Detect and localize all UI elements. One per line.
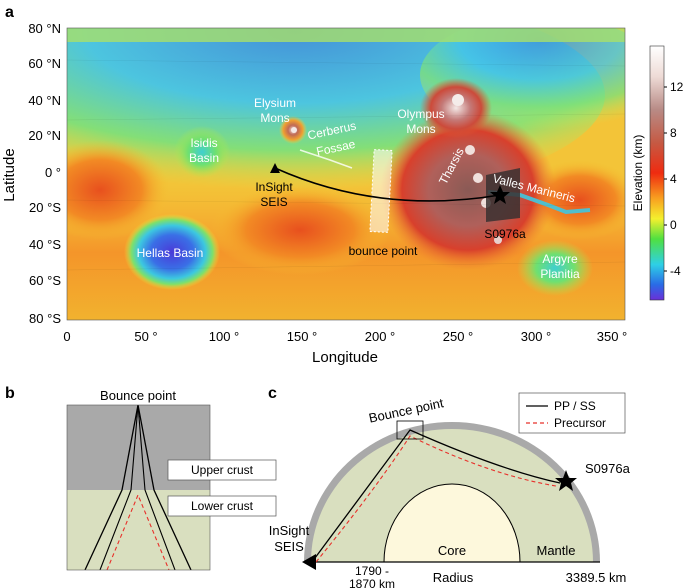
- elysium-label: Elysium: [254, 96, 296, 110]
- argyre-label: Argyre: [542, 252, 578, 266]
- colorbar-tick: 8: [670, 126, 677, 140]
- lon-tick: 250 °: [443, 329, 474, 344]
- colorbar-tick: 4: [670, 172, 677, 186]
- lat-tick: 0 °: [45, 165, 61, 180]
- ray-path: [274, 167, 501, 202]
- insight-label: InSight: [269, 523, 310, 538]
- hellas-label: Hellas Basin: [137, 246, 204, 260]
- lat-tick: 60 °N: [28, 56, 61, 71]
- core: [383, 483, 521, 563]
- core-radius-label: 1870 km: [349, 577, 395, 588]
- colorbar-tick: 0: [670, 218, 677, 232]
- radius-label: Radius: [433, 570, 474, 585]
- lat-tick: 40 °N: [28, 93, 61, 108]
- insight-label: SEIS: [274, 539, 304, 554]
- colorbar-tick: 12: [670, 80, 684, 94]
- panel-c-letter: c: [268, 385, 277, 402]
- colorbar: [649, 45, 665, 301]
- isidis-label: Isidis: [190, 136, 217, 150]
- elevation-map: [67, 28, 625, 320]
- panel-a-letter: a: [5, 4, 14, 21]
- lon-ticks: 0 50 ° 100 ° 150 ° 200 ° 250 ° 300 ° 350…: [63, 329, 627, 344]
- insight-arrow-icon: [302, 554, 316, 570]
- lat-tick: 60 °S: [29, 273, 61, 288]
- lon-tick: 100 °: [209, 329, 240, 344]
- colorbar-ticks: 12 8 4 0 -4: [664, 80, 684, 278]
- argyre-label: Planitia: [540, 267, 580, 281]
- pp-ss-path: [311, 429, 561, 563]
- legend-item: Precursor: [554, 416, 606, 430]
- core-radius-label: 1790 -: [355, 564, 389, 578]
- event-label: S0976a: [585, 461, 631, 476]
- olympus-label: Olympus: [397, 107, 444, 121]
- panel-b-title: Bounce point: [100, 388, 176, 403]
- legend-item: PP / SS: [554, 399, 596, 413]
- lower-crust-box: [167, 495, 277, 517]
- lon-tick: 50 °: [134, 329, 157, 344]
- crust-diagram: [67, 405, 210, 570]
- feature-labels: Elysium Mons Isidis Basin Olympus Mons H…: [137, 96, 580, 281]
- lat-axis-label: Latitude: [1, 148, 18, 201]
- insight-label: InSight: [255, 180, 293, 194]
- isidis-label: Basin: [189, 151, 219, 165]
- upper-crust-box: [167, 459, 277, 481]
- precursor-path: [106, 493, 170, 570]
- colorbar-label: Elevation (km): [631, 135, 645, 212]
- lat-tick: 80 °N: [28, 21, 61, 36]
- panel-b-letter: b: [5, 385, 15, 402]
- mars-cross-section: [304, 422, 600, 563]
- lat-tick: 20 °S: [29, 200, 61, 215]
- lon-tick: 200 °: [365, 329, 396, 344]
- lon-tick: 0: [63, 329, 70, 344]
- map-frame: [66, 27, 626, 321]
- lon-tick: 300 °: [521, 329, 552, 344]
- lat-ticks: 80 °N 60 °N 40 °N 20 °N 0 ° 20 °S 40 °S …: [28, 21, 61, 326]
- legend: [518, 392, 626, 434]
- precursor-path: [315, 435, 557, 563]
- outer-radius-label: 3389.5 km: [566, 570, 627, 585]
- event-star-icon: [490, 185, 510, 204]
- insight-triangle-icon: [270, 163, 280, 173]
- panel-b-frame: [66, 404, 211, 571]
- insight-label: SEIS: [260, 195, 287, 209]
- ray-path: [99, 405, 176, 570]
- lat-tick: 40 °S: [29, 237, 61, 252]
- lat-tick: 80 °S: [29, 311, 61, 326]
- lower-crust-label: Lower crust: [191, 499, 254, 513]
- event-label: S0976a: [484, 227, 526, 241]
- bounce-zoom-box: [396, 420, 424, 440]
- bounce-point-label: bounce point: [349, 244, 418, 258]
- colorbar-tick: -4: [670, 264, 681, 278]
- ray-path: [84, 405, 192, 570]
- lon-axis-label: Longitude: [312, 349, 378, 366]
- mantle-label: Mantle: [536, 543, 575, 558]
- lon-tick: 350 °: [597, 329, 628, 344]
- event-star-icon: [555, 470, 577, 491]
- bounce-point-box: [369, 149, 393, 233]
- core-label: Core: [438, 543, 466, 558]
- lon-tick: 150 °: [287, 329, 318, 344]
- elysium-label: Mons: [260, 111, 289, 125]
- olympus-label: Mons: [406, 122, 435, 136]
- lat-tick: 20 °N: [28, 128, 61, 143]
- upper-crust-label: Upper crust: [191, 463, 254, 477]
